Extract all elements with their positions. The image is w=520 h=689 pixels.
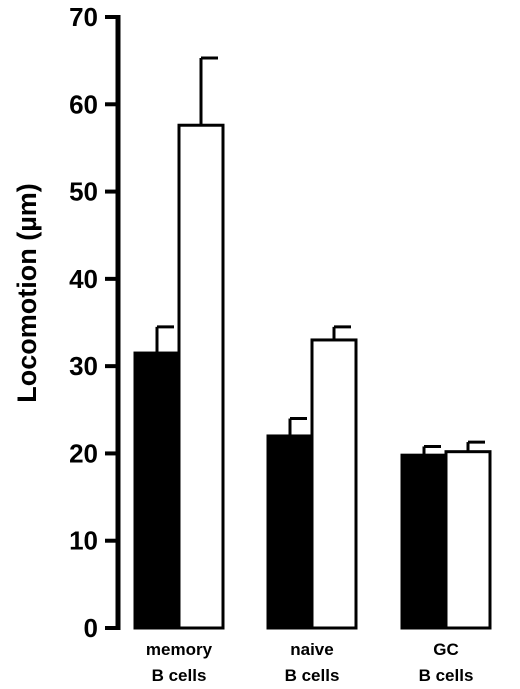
category-labels: memory B cells naive B cells GC B cells bbox=[146, 640, 473, 685]
y-tick-label: 0 bbox=[84, 613, 98, 643]
category-label: memory bbox=[146, 640, 213, 659]
y-tick-label: 70 bbox=[69, 2, 98, 32]
bar bbox=[310, 338, 358, 630]
y-tick-label: 50 bbox=[69, 177, 98, 207]
y-tick-label: 60 bbox=[69, 89, 98, 119]
bars bbox=[133, 56, 492, 630]
bar bbox=[133, 351, 181, 630]
category-label: GC bbox=[433, 640, 459, 659]
category-label: B cells bbox=[152, 666, 207, 685]
category-label: B cells bbox=[419, 666, 474, 685]
category-label: B cells bbox=[285, 666, 340, 685]
bar bbox=[400, 453, 448, 630]
y-tick-label: 20 bbox=[69, 438, 98, 468]
y-tick-label: 30 bbox=[69, 351, 98, 381]
y-axis: 0 10 20 30 40 50 60 70 bbox=[69, 2, 121, 643]
bar bbox=[266, 434, 314, 630]
y-tick-label: 10 bbox=[69, 526, 98, 556]
category-label: naive bbox=[290, 640, 333, 659]
y-axis-title: Locomotion (µm) bbox=[12, 183, 42, 403]
bar bbox=[177, 123, 225, 630]
bar bbox=[444, 450, 492, 630]
y-tick-label: 40 bbox=[69, 264, 98, 294]
